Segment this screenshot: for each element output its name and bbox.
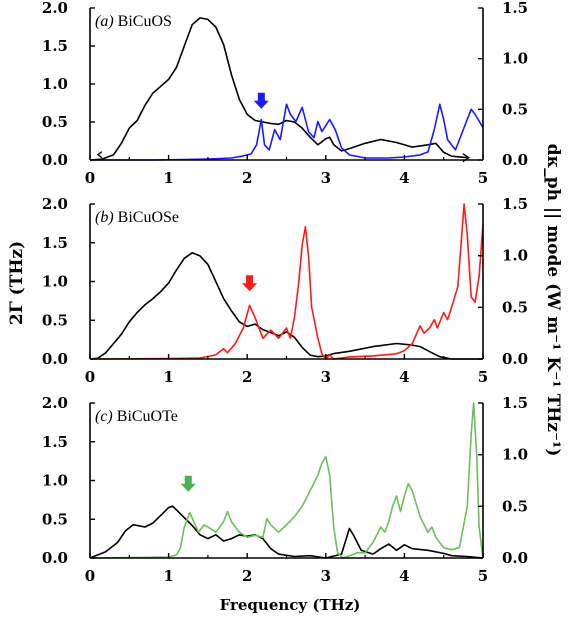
right-y-tick-label: 1.0 [502, 247, 528, 265]
x-tick-label: 0 [85, 169, 95, 187]
left-y-tick-label: 2.0 [42, 394, 68, 412]
x-tick-label: 3 [321, 169, 331, 187]
x-tick-label: 4 [399, 368, 409, 386]
right-y-tick-label: 0.0 [502, 350, 528, 368]
series-line-right-axis [90, 103, 484, 161]
x-tick-label: 0 [85, 567, 95, 585]
panel-2: 0 1 2 3 4 5 0.0 0.5 1.0 1.5 2.0 0.0 0.5 1.0 1.5 (b) BiC… [42, 195, 528, 386]
series-line-right-axis [89, 203, 484, 360]
panel-3: 0 1 2 3 4 5 0.0 0.5 1.0 1.5 2.0 0.0 0.5 1.0 1.5 (c) BiC… [42, 394, 528, 585]
x-tick-label: 1 [163, 567, 173, 585]
right-y-tick-label: 1.5 [502, 394, 528, 412]
right-y-tick-label: 0.5 [502, 497, 528, 515]
left-arrowhead-icon [96, 151, 103, 159]
left-y-tick-label: 0.5 [42, 510, 68, 528]
x-tick-label: 4 [399, 169, 409, 187]
left-y-axis-label: 2Γ (THz) [7, 241, 27, 325]
panel-1: 0 1 2 3 4 5 0.0 0.5 1.0 1.5 2.0 0.0 0.5 1.0 1.5 (a) BiC… [42, 0, 528, 187]
right-y-tick-label: 1.0 [502, 446, 528, 464]
left-y-tick-label: 2.0 [42, 0, 68, 17]
x-tick-label: 3 [321, 368, 331, 386]
panel-letter: (a) [95, 13, 118, 30]
panel-title: (c) BiCuOTe [95, 408, 178, 425]
series-line-left-axis [89, 505, 484, 559]
right-y-tick-label: 1.0 [502, 50, 528, 68]
panel-title: (b) BiCuOSe [95, 209, 179, 226]
right-y-tick-label: 1.5 [502, 195, 528, 213]
panel-material-name: BiCuOTe [117, 408, 178, 425]
right-y-tick-label: 0.5 [502, 298, 528, 316]
right-arrowhead-icon [462, 153, 471, 163]
x-tick-label: 5 [478, 567, 488, 585]
left-y-tick-label: 0.5 [42, 311, 68, 329]
left-y-tick-label: 1.0 [42, 273, 68, 291]
x-tick-label: 5 [478, 169, 488, 187]
left-y-tick-label: 0.0 [42, 151, 68, 169]
right-y-axis-label: dκ_ph || mode (W m⁻¹ K⁻¹ THz⁻¹) [543, 144, 563, 457]
x-tick-label: 1 [163, 169, 173, 187]
x-tick-label: 2 [242, 368, 252, 386]
x-tick-label: 2 [242, 169, 252, 187]
highlight-arrow-icon [242, 275, 258, 292]
panel-material-name: BiCuOS [118, 13, 172, 30]
left-y-tick-label: 1.5 [42, 37, 68, 55]
panel-letter: (b) [95, 209, 118, 226]
left-y-tick-label: 0.0 [42, 549, 68, 567]
left-y-tick-label: 0.0 [42, 350, 68, 368]
x-tick-label: 1 [163, 368, 173, 386]
left-y-tick-label: 1.5 [42, 234, 68, 252]
x-tick-label: 4 [399, 567, 409, 585]
x-axis-label: Frequency (THz) [220, 596, 361, 614]
series-line-left-axis [89, 252, 483, 360]
left-y-tick-label: 0.5 [42, 113, 68, 131]
panel-title: (a) BiCuOS [95, 13, 172, 30]
right-y-tick-label: 0.5 [502, 100, 528, 118]
panels: 0 1 2 3 4 5 0.0 0.5 1.0 1.5 2.0 0.0 0.5 1.0 1.5 (a) BiC… [42, 0, 528, 585]
series-line-right-axis [89, 402, 484, 559]
x-tick-label: 3 [321, 567, 331, 585]
panel-material-name: BiCuOSe [118, 209, 179, 226]
series-line-left-axis [89, 17, 468, 161]
x-tick-label: 0 [85, 368, 95, 386]
panel-letter: (c) [95, 408, 117, 425]
right-y-tick-label: 1.5 [502, 0, 528, 17]
left-y-tick-label: 1.0 [42, 75, 68, 93]
right-y-tick-label: 0.0 [502, 549, 528, 567]
highlight-arrow-icon [180, 475, 196, 492]
left-y-tick-label: 2.0 [42, 195, 68, 213]
x-tick-label: 5 [478, 368, 488, 386]
right-y-tick-label: 0.0 [502, 151, 528, 169]
left-y-tick-label: 1.0 [42, 472, 68, 490]
x-tick-label: 2 [242, 567, 252, 585]
left-y-tick-label: 1.5 [42, 433, 68, 451]
highlight-arrow-icon [253, 92, 269, 109]
